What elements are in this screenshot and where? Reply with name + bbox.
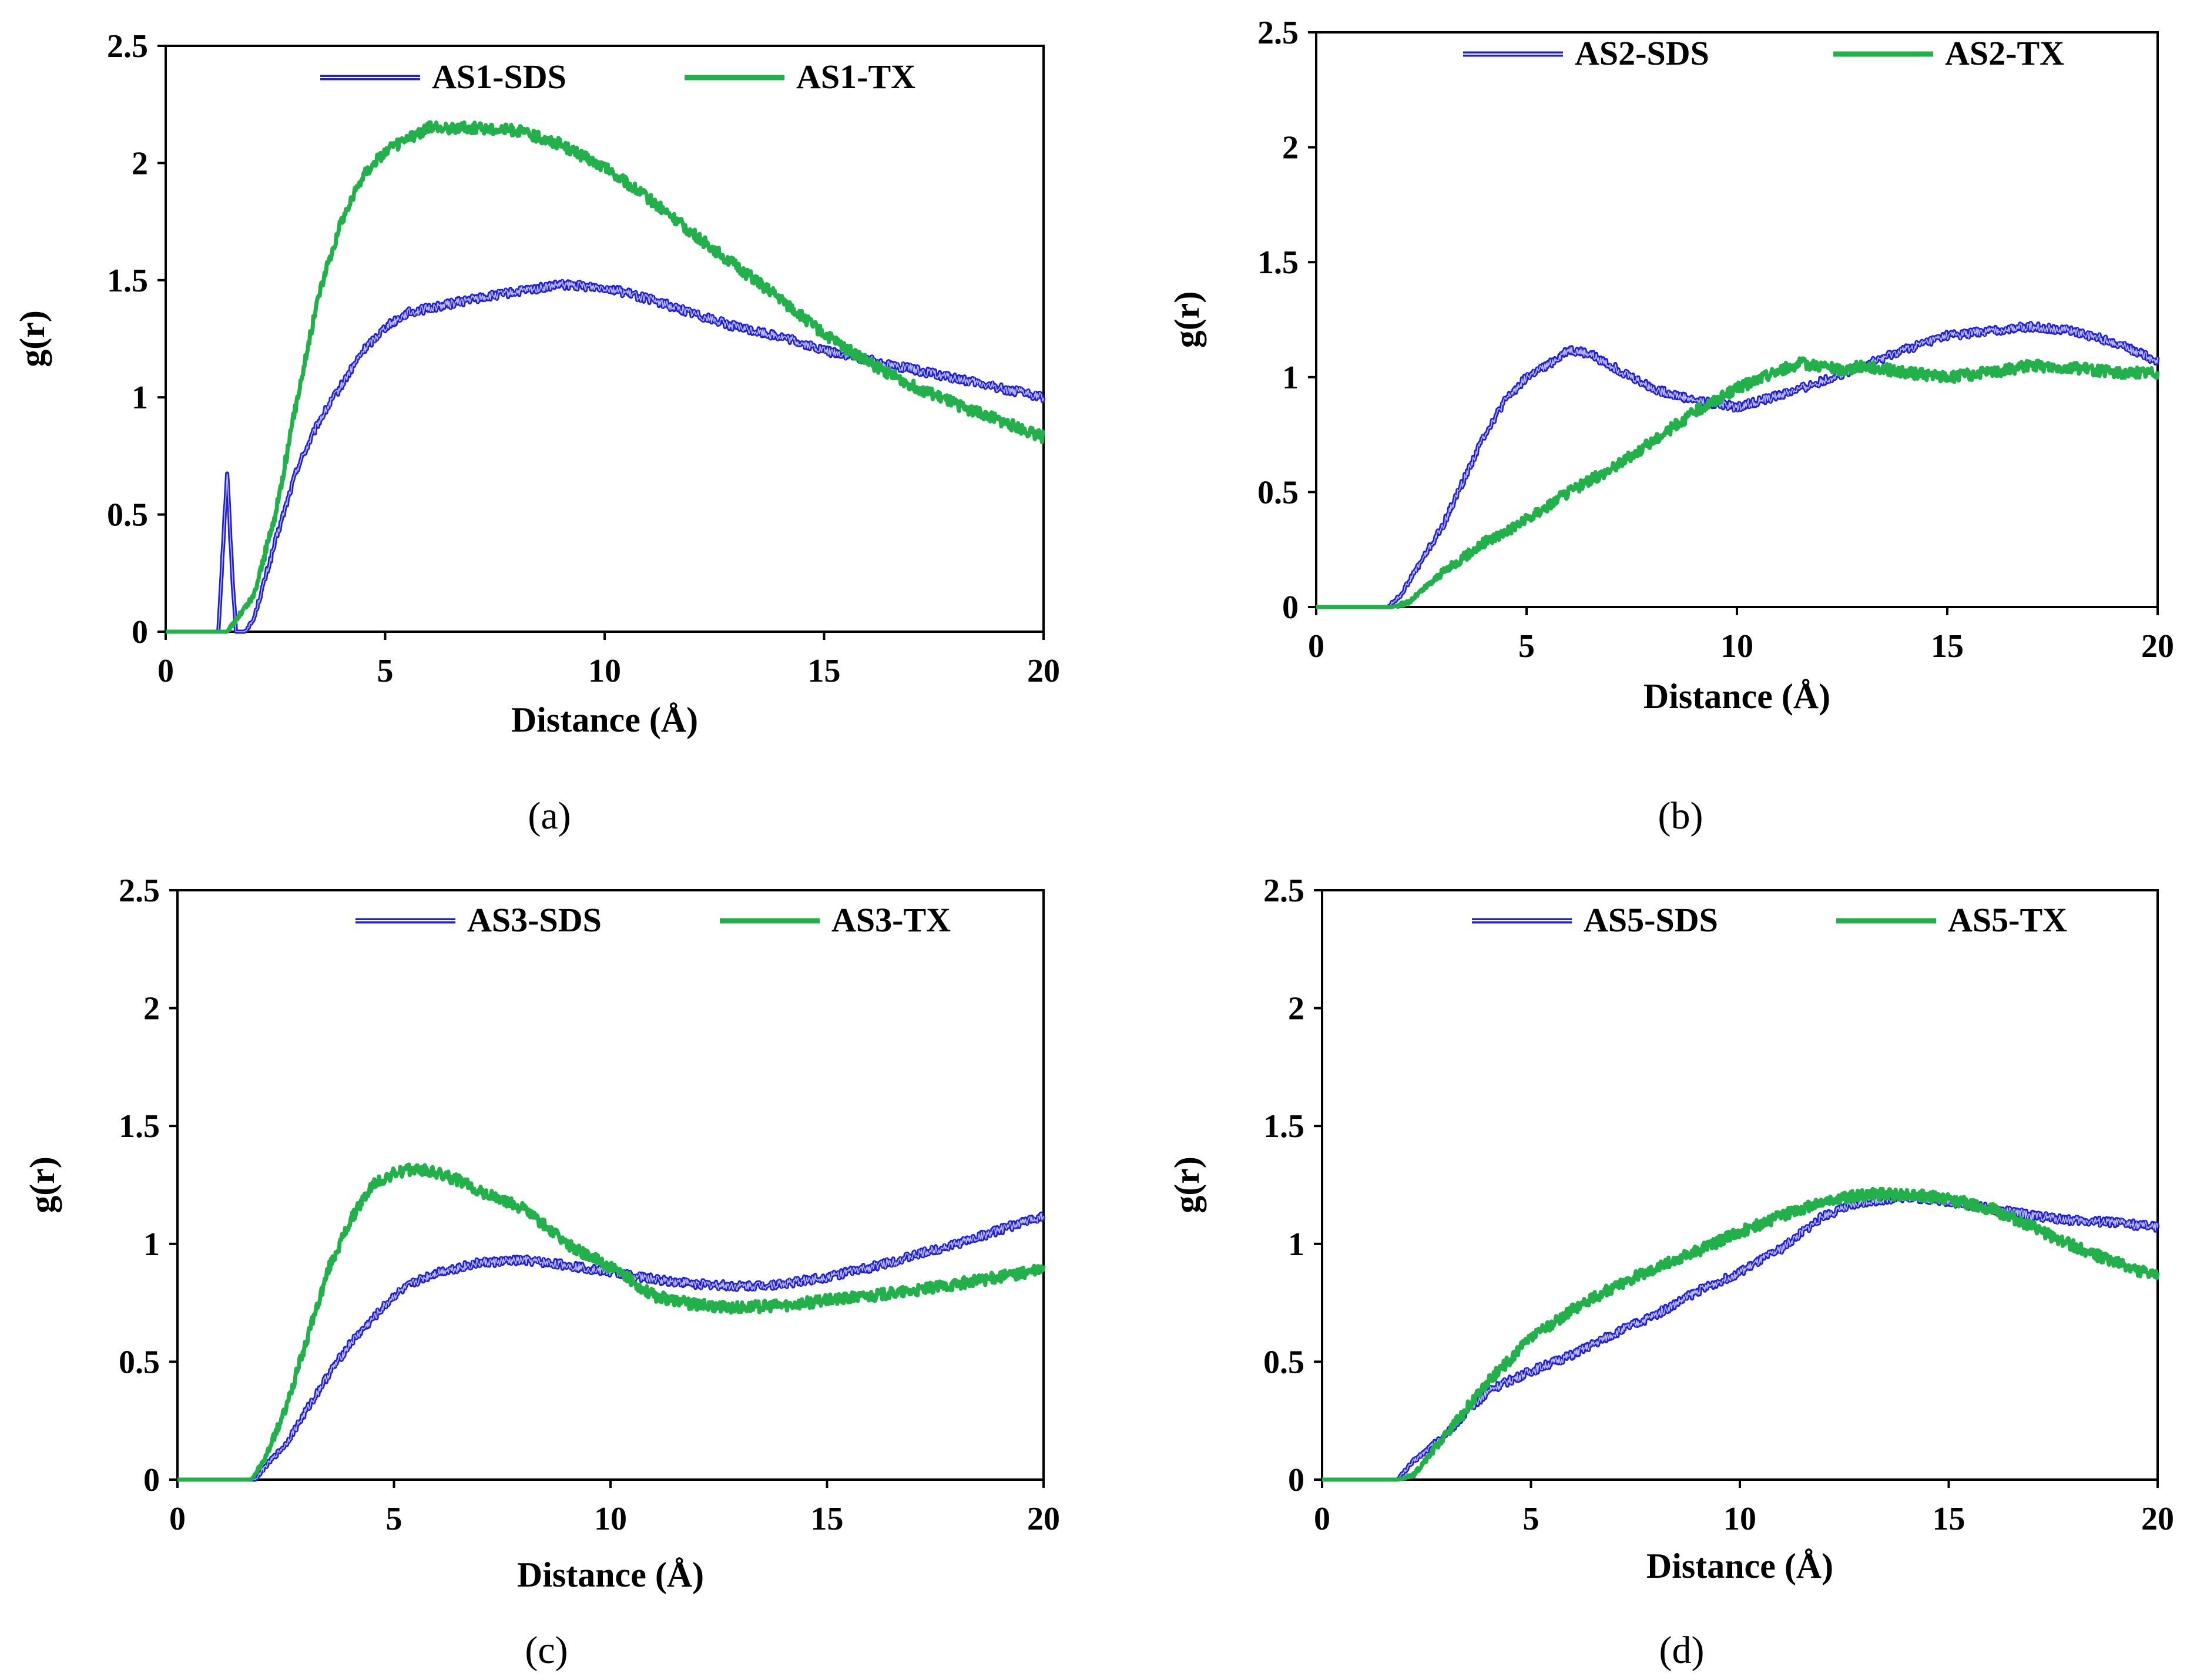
legend-label-as2-tx: AS2-TX bbox=[1945, 34, 2064, 72]
y-tick-label: 0.5 bbox=[1263, 1344, 1304, 1380]
panel-a: 0 5 10 15 20 0 0.5 1 1.5 2 2.5 Distance (Å) g(r) AS1-… bbox=[13, 28, 1060, 837]
y-tick-label: 1 bbox=[132, 380, 148, 416]
plot-frame bbox=[176, 889, 1045, 1481]
series-line-highlight-as3-sds bbox=[177, 1213, 1044, 1480]
panel-caption: (c) bbox=[525, 1629, 568, 1672]
y-tick-label: 2 bbox=[1282, 130, 1299, 166]
y-tick-label: 2 bbox=[132, 145, 148, 182]
x-tick-label: 20 bbox=[2141, 628, 2174, 665]
x-tick-label: 0 bbox=[157, 653, 174, 689]
y-tick-label: 0.5 bbox=[119, 1344, 160, 1380]
y-axis-title: g(r) bbox=[23, 1156, 62, 1213]
y-tick-label: 2 bbox=[143, 991, 160, 1027]
x-axis-title: Distance (Å) bbox=[511, 700, 698, 739]
y-tick-label: 1.5 bbox=[119, 1108, 160, 1145]
y-tick-label: 2.5 bbox=[107, 28, 148, 65]
x-tick-label: 10 bbox=[1723, 1501, 1756, 1537]
legend-label-as2-sds: AS2-SDS bbox=[1575, 34, 1709, 72]
y-tick-label: 0 bbox=[1282, 589, 1299, 626]
legend-label-as5-sds: AS5-SDS bbox=[1584, 901, 1718, 939]
x-tick-label: 5 bbox=[1518, 628, 1535, 665]
y-axis-title: g(r) bbox=[1168, 1156, 1206, 1213]
x-tick-label: 5 bbox=[386, 1501, 402, 1537]
series-line-highlight-as2-sds bbox=[1316, 321, 2158, 608]
x-tick-label: 20 bbox=[1027, 653, 1060, 689]
x-axis-title: Distance (Å) bbox=[1643, 677, 1830, 716]
y-tick-label: 1 bbox=[1282, 360, 1299, 396]
series-line-as2-tx bbox=[1314, 356, 2160, 609]
x-tick-label: 15 bbox=[1933, 1501, 1965, 1537]
y-axis-title: g(r) bbox=[1168, 291, 1206, 348]
y-tick-label: 2.5 bbox=[1263, 873, 1304, 909]
series-line-as3-tx bbox=[176, 1162, 1046, 1482]
x-tick-label: 10 bbox=[1720, 628, 1753, 665]
y-tick-label: 2 bbox=[1288, 991, 1304, 1027]
y-tick-label: 0.5 bbox=[107, 497, 148, 534]
x-tick-label: 15 bbox=[808, 653, 841, 689]
y-tick-label: 1.5 bbox=[107, 263, 148, 299]
legend-label-as5-tx: AS5-TX bbox=[1948, 901, 2067, 939]
series-line-highlight-as1-sds bbox=[166, 279, 1044, 632]
legend-label-as1-sds: AS1-SDS bbox=[432, 58, 566, 96]
y-tick-label: 0 bbox=[143, 1462, 160, 1498]
legend-label-as3-tx: AS3-TX bbox=[831, 901, 951, 939]
x-tick-label: 0 bbox=[1308, 628, 1324, 665]
y-tick-label: 1 bbox=[1288, 1226, 1304, 1263]
panel-d: 0 5 10 15 20 0 0.5 1 1.5 2 2.5 Distance (Å) g(r) AS5-… bbox=[1168, 873, 2174, 1672]
panel-caption: (a) bbox=[528, 794, 571, 837]
y-tick-label: 2.5 bbox=[119, 873, 160, 909]
x-tick-label: 10 bbox=[594, 1501, 627, 1537]
y-tick-label: 1.5 bbox=[1257, 244, 1299, 281]
x-axis-title: Distance (Å) bbox=[517, 1555, 704, 1594]
series-line-as1-sds bbox=[164, 279, 1046, 634]
legend-label-as3-sds: AS3-SDS bbox=[467, 901, 602, 939]
panel-b: 0 5 10 15 20 0 0.5 1 1.5 2 2.5 Distance (Å) g(r) AS2-… bbox=[1168, 15, 2174, 837]
series-line-as5-tx bbox=[1320, 1186, 2160, 1482]
y-tick-label: 2.5 bbox=[1257, 15, 1299, 51]
plot-frame bbox=[1315, 31, 2159, 608]
x-tick-label: 5 bbox=[377, 653, 394, 689]
x-tick-label: 20 bbox=[2141, 1501, 2174, 1537]
y-tick-label: 1.5 bbox=[1263, 1108, 1304, 1145]
y-axis-title: g(r) bbox=[13, 310, 52, 367]
plot-frame bbox=[1321, 889, 2159, 1481]
x-tick-label: 10 bbox=[588, 653, 621, 689]
legend-label-as1-tx: AS1-TX bbox=[796, 58, 915, 96]
x-tick-label: 20 bbox=[1027, 1501, 1060, 1537]
x-axis-title: Distance (Å) bbox=[1646, 1547, 1833, 1585]
y-tick-label: 0 bbox=[132, 614, 148, 650]
plot-frame bbox=[165, 45, 1045, 633]
panel-c: 0 5 10 15 20 0 0.5 1 1.5 2 2.5 Distance (Å) g(r) AS3-… bbox=[23, 873, 1060, 1672]
panel-caption: (d) bbox=[1659, 1629, 1705, 1672]
x-tick-label: 15 bbox=[811, 1501, 844, 1537]
panel-caption: (b) bbox=[1658, 794, 1703, 837]
x-tick-label: 0 bbox=[1314, 1501, 1330, 1537]
x-tick-label: 15 bbox=[1931, 628, 1964, 665]
series-line-as1-tx bbox=[164, 120, 1046, 634]
x-tick-label: 5 bbox=[1523, 1501, 1539, 1537]
x-tick-label: 0 bbox=[169, 1501, 186, 1537]
y-tick-label: 0 bbox=[1288, 1462, 1304, 1498]
y-tick-label: 0.5 bbox=[1257, 474, 1299, 511]
y-tick-label: 1 bbox=[143, 1226, 160, 1263]
